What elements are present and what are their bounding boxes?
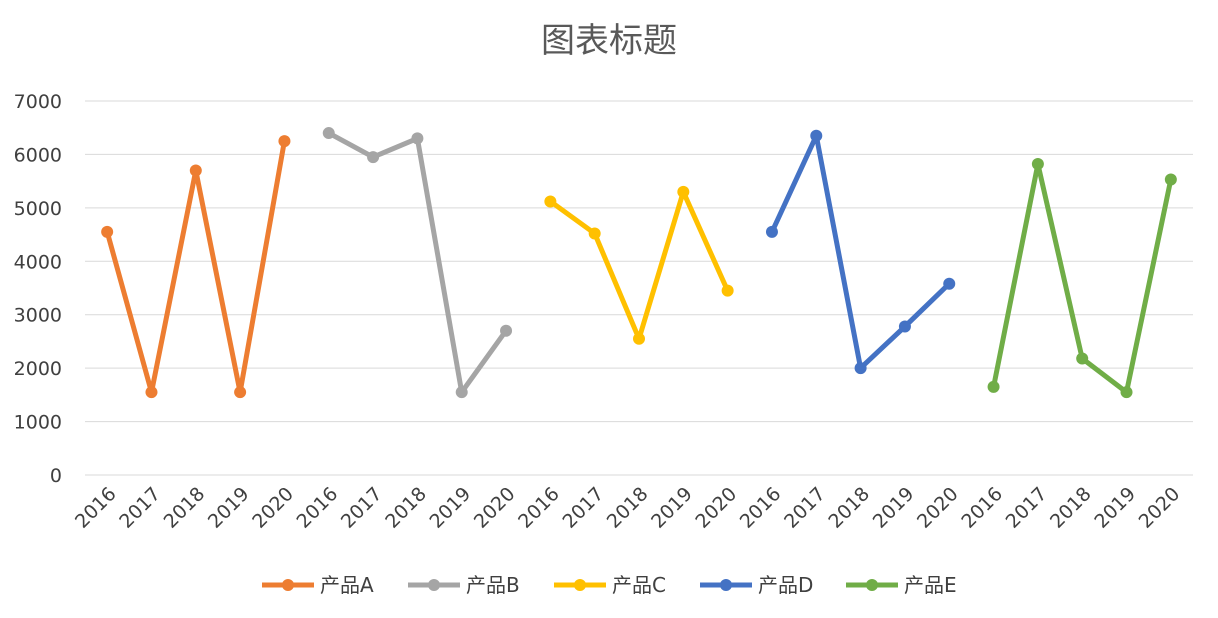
legend-marker: [574, 579, 586, 591]
x-tick-label: 2017: [1002, 483, 1052, 533]
data-point: [677, 185, 690, 198]
x-tick-label: 2016: [736, 483, 786, 533]
series-line: [547, 189, 731, 342]
legend-label: 产品B: [466, 573, 520, 597]
legend-item: 产品D: [700, 573, 813, 597]
y-tick-label: 5000: [14, 198, 62, 220]
data-point: [765, 225, 778, 238]
data-point: [189, 164, 202, 177]
x-tick-label: 2019: [204, 483, 254, 533]
y-tick-label: 3000: [14, 305, 62, 327]
data-point: [544, 195, 557, 208]
data-point: [455, 386, 468, 399]
data-point: [1076, 352, 1089, 365]
legend-label: 产品E: [904, 573, 957, 597]
legend-item: 产品C: [554, 573, 666, 597]
legend-item: 产品B: [408, 573, 520, 597]
data-point: [721, 284, 734, 297]
series-b: [322, 127, 513, 399]
legend-marker: [282, 579, 294, 591]
series-line: [769, 133, 952, 371]
x-tick-label: 2020: [691, 483, 741, 533]
data-point: [810, 129, 823, 142]
y-tick-label: 4000: [14, 251, 62, 273]
x-tick-label: 2018: [603, 483, 653, 533]
x-tick-label: 2016: [293, 483, 343, 533]
x-tick-label: 2017: [780, 483, 830, 533]
data-point: [234, 386, 247, 399]
series-e: [987, 158, 1177, 399]
x-tick-label: 2018: [824, 483, 874, 533]
x-tick-label: 2016: [957, 483, 1007, 533]
data-point: [898, 320, 911, 333]
legend-marker: [428, 579, 440, 591]
x-tick-label: 2019: [1090, 483, 1140, 533]
y-tick-label: 0: [50, 465, 62, 487]
data-point: [500, 324, 513, 337]
y-tick-label: 6000: [14, 144, 62, 166]
chart-title: 图表标题: [541, 21, 677, 61]
gridlines: [85, 100, 1193, 476]
x-tick-label: 2016: [71, 483, 121, 533]
x-tick-label: 2019: [869, 483, 919, 533]
legend: 产品A 产品B 产品C 产品D 产品E: [262, 573, 957, 597]
legend-marker: [720, 579, 732, 591]
x-tick-label: 2018: [160, 483, 210, 533]
legend-label: 产品D: [758, 573, 813, 597]
data-point: [322, 127, 335, 140]
data-point: [1164, 173, 1177, 186]
x-tick-label: 2016: [514, 483, 564, 533]
data-point: [278, 135, 291, 148]
legend-item: 产品A: [262, 573, 374, 597]
data-point: [943, 277, 956, 290]
data-point: [633, 332, 645, 345]
y-tick-label: 1000: [14, 412, 62, 434]
x-tick-label: 2017: [115, 483, 165, 533]
legend-item: 产品E: [846, 573, 957, 597]
legend-marker: [866, 579, 878, 591]
x-axis-ticks: 2016201720182019202020162017201820192020…: [71, 483, 1184, 533]
x-tick-label: 2017: [337, 483, 387, 533]
data-point: [1120, 386, 1133, 399]
x-tick-label: 2020: [913, 483, 963, 533]
x-tick-label: 2020: [1135, 483, 1185, 533]
data-point: [367, 151, 380, 164]
data-point: [588, 227, 601, 240]
y-axis-ticks: 0 1000 2000 3000 4000 5000 6000 7000: [14, 91, 62, 487]
data-point: [1031, 158, 1044, 171]
y-tick-label: 2000: [14, 358, 62, 380]
x-tick-label: 2019: [426, 483, 476, 533]
series-group: [101, 127, 1177, 399]
data-point: [145, 386, 158, 399]
data-point: [854, 362, 867, 375]
series-a: [101, 135, 291, 399]
x-tick-label: 2018: [381, 483, 431, 533]
x-tick-label: 2018: [1046, 483, 1096, 533]
data-point: [101, 225, 114, 238]
series-line: [104, 138, 287, 395]
x-tick-label: 2019: [647, 483, 697, 533]
legend-label: 产品C: [612, 573, 666, 597]
legend-label: 产品A: [320, 573, 374, 597]
x-tick-label: 2020: [470, 483, 520, 533]
data-point: [987, 380, 1000, 393]
x-tick-label: 2017: [558, 483, 608, 533]
series-d: [765, 129, 956, 375]
series-line: [326, 130, 509, 395]
y-tick-label: 7000: [14, 91, 62, 113]
data-point: [411, 132, 424, 145]
series-c: [544, 185, 734, 345]
x-tick-label: 2020: [248, 483, 298, 533]
